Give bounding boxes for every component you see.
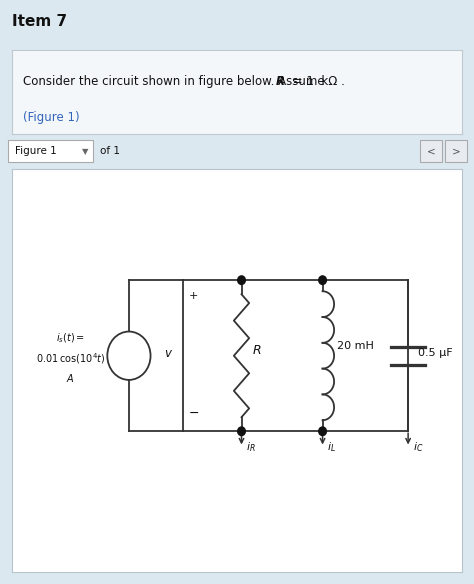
Text: $0.01\,\cos(10^4t)$: $0.01\,\cos(10^4t)$	[36, 351, 105, 366]
Text: 20 mH: 20 mH	[337, 340, 374, 350]
FancyBboxPatch shape	[445, 140, 467, 162]
FancyBboxPatch shape	[8, 140, 93, 162]
Text: = 1  kΩ .: = 1 kΩ .	[289, 75, 345, 88]
Circle shape	[319, 427, 327, 436]
Text: $i_s(t) =$: $i_s(t) =$	[56, 331, 85, 345]
Text: <: <	[427, 147, 436, 157]
Text: −: −	[188, 407, 199, 420]
Circle shape	[237, 427, 246, 436]
Text: of 1: of 1	[100, 147, 120, 157]
Text: +: +	[188, 291, 198, 301]
Text: >: >	[452, 147, 460, 157]
Text: (Figure 1): (Figure 1)	[23, 110, 80, 124]
Text: $i_R$: $i_R$	[246, 440, 256, 454]
Text: $i_L$: $i_L$	[327, 440, 336, 454]
Text: R: R	[253, 344, 261, 357]
Text: Figure 1: Figure 1	[15, 147, 57, 157]
Text: Consider the circuit shown in figure below. Assume: Consider the circuit shown in figure bel…	[23, 75, 332, 88]
Text: v: v	[164, 347, 171, 360]
Text: $i_C$: $i_C$	[412, 440, 423, 454]
Circle shape	[319, 276, 327, 284]
Text: R: R	[275, 75, 284, 88]
Circle shape	[237, 276, 246, 284]
Text: Item 7: Item 7	[12, 13, 67, 29]
Circle shape	[107, 332, 151, 380]
FancyBboxPatch shape	[420, 140, 442, 162]
Text: ▼: ▼	[82, 147, 89, 156]
Text: 0.5 μF: 0.5 μF	[418, 348, 453, 358]
Text: $A$: $A$	[66, 373, 74, 384]
